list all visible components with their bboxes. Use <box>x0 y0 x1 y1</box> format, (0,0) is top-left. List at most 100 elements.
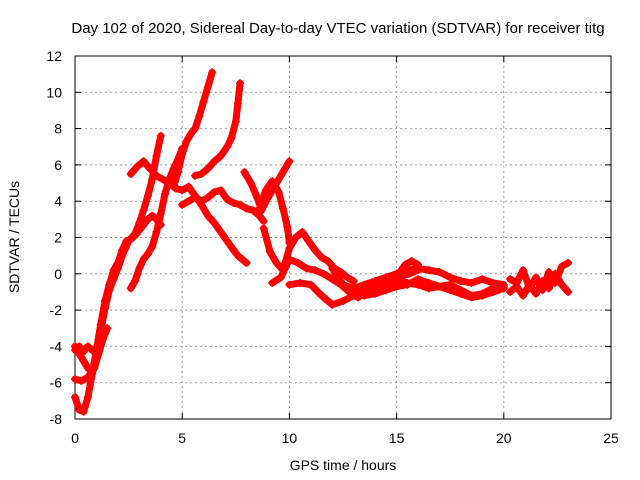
series-arc-4 <box>71 324 112 385</box>
data-point <box>506 287 515 296</box>
data-point <box>531 273 540 282</box>
data-point <box>317 253 326 262</box>
data-point <box>456 289 465 298</box>
data-point <box>148 175 157 184</box>
data-point <box>467 293 476 302</box>
data-point <box>551 269 560 278</box>
data-point <box>339 280 347 289</box>
data-point <box>148 242 157 251</box>
data-point <box>126 169 135 178</box>
data-point <box>403 280 412 289</box>
data-point <box>143 249 152 258</box>
data-point <box>557 280 566 289</box>
data-point <box>148 211 157 220</box>
data-point <box>519 291 528 300</box>
data-point <box>229 199 238 208</box>
data-point <box>103 324 112 333</box>
data-point <box>435 282 444 291</box>
y-tick-label: 2 <box>54 230 62 246</box>
data-point <box>259 217 268 226</box>
data-point <box>339 297 347 306</box>
data-point <box>248 206 257 215</box>
data-point <box>191 124 200 133</box>
data-point <box>296 278 305 287</box>
data-point <box>268 177 277 186</box>
data-point <box>105 286 114 295</box>
series-arc-10 <box>240 157 294 215</box>
y-tick-label: 0 <box>54 266 62 282</box>
data-point <box>276 273 285 282</box>
data-point <box>261 186 270 195</box>
series-line <box>71 212 165 416</box>
data-point <box>90 364 99 373</box>
data-point <box>238 255 247 264</box>
data-point <box>236 200 245 209</box>
data-point <box>349 284 358 293</box>
data-point <box>276 171 285 180</box>
series-line <box>170 68 216 191</box>
data-point <box>242 258 251 267</box>
series-arc-3 <box>71 342 101 360</box>
data-point <box>171 184 180 193</box>
data-point <box>191 193 200 202</box>
data-point <box>178 150 187 159</box>
x-tick-label: 10 <box>282 430 298 446</box>
data-point <box>278 204 287 213</box>
data-point <box>131 277 140 286</box>
data-point <box>414 275 423 284</box>
data-point <box>489 287 498 296</box>
data-point <box>446 286 455 295</box>
data-point <box>407 257 416 266</box>
data-point <box>538 277 547 286</box>
data-point <box>302 264 311 273</box>
data-point <box>152 171 161 180</box>
data-point <box>328 264 337 273</box>
data-point <box>499 284 508 293</box>
data-point <box>281 164 290 173</box>
data-point <box>139 255 148 264</box>
data-point <box>233 99 242 108</box>
y-tick-label: -4 <box>50 338 63 354</box>
data-point <box>544 267 553 276</box>
data-point <box>165 179 174 188</box>
data-point <box>424 266 433 275</box>
y-tick-label: 4 <box>54 193 62 209</box>
data-point <box>285 244 294 253</box>
data-point <box>143 191 152 200</box>
data-point <box>178 200 187 209</box>
data-point <box>223 237 232 246</box>
data-point <box>83 393 92 402</box>
data-point <box>343 273 352 282</box>
y-axis-label: SDTVAR / TECUs <box>6 181 22 293</box>
data-point <box>564 287 573 296</box>
data-point <box>135 264 144 273</box>
series-arc-6 <box>169 68 217 191</box>
data-point <box>349 291 358 300</box>
data-point <box>71 375 79 384</box>
x-tick-label: 0 <box>71 430 79 446</box>
data-point <box>489 278 498 287</box>
data-point <box>285 255 294 264</box>
data-point <box>388 278 397 287</box>
data-point <box>323 257 332 266</box>
data-point <box>512 282 521 291</box>
data-point <box>79 407 88 416</box>
series-line <box>506 270 572 300</box>
data-point <box>414 260 423 269</box>
data-point <box>283 222 292 231</box>
data-point <box>203 193 212 202</box>
data-point <box>424 278 433 287</box>
data-point <box>293 258 302 267</box>
data-point <box>223 195 232 204</box>
data-point <box>98 335 107 344</box>
data-point <box>246 179 255 188</box>
data-point <box>75 405 84 414</box>
data-point <box>101 304 110 313</box>
data-point <box>124 237 133 246</box>
y-tick-label: -6 <box>50 375 63 391</box>
data-point <box>435 267 444 276</box>
data-point <box>216 151 225 160</box>
data-point <box>203 164 212 173</box>
data-series <box>71 68 573 416</box>
data-point <box>360 280 369 289</box>
